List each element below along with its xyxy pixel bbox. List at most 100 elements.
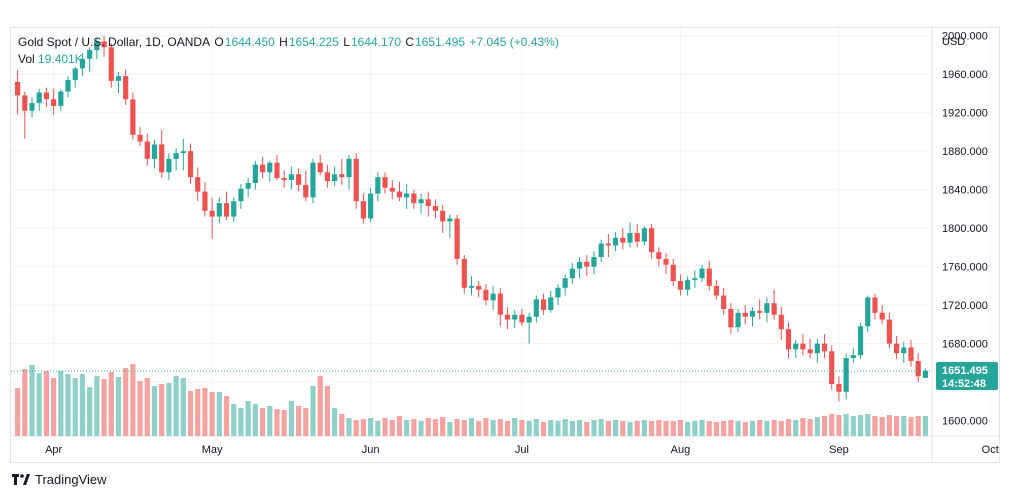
candle-body[interactable] (685, 280, 691, 290)
candle-body[interactable] (677, 281, 684, 290)
candle-body[interactable] (922, 371, 928, 378)
candle-body[interactable] (843, 358, 849, 392)
candle-body[interactable] (483, 289, 489, 301)
candle-body[interactable] (742, 312, 748, 317)
candle-body[interactable] (425, 199, 431, 207)
candle-body[interactable] (656, 252, 662, 259)
candle-body[interactable] (692, 278, 698, 281)
candle-body[interactable] (879, 312, 885, 320)
candle-body[interactable] (231, 201, 237, 217)
candle-body[interactable] (468, 285, 475, 288)
candle-body[interactable] (728, 308, 734, 328)
candle-body[interactable] (368, 193, 374, 219)
candle-body[interactable] (411, 193, 417, 204)
candle-body[interactable] (713, 285, 720, 296)
candle-body[interactable] (144, 141, 150, 159)
candle-body[interactable] (223, 203, 230, 217)
candle-body[interactable] (382, 177, 388, 188)
candle-body[interactable] (267, 162, 273, 173)
candle-body[interactable] (130, 99, 136, 135)
candle-body[interactable] (576, 261, 583, 269)
candle-body[interactable] (454, 218, 460, 259)
candle-body[interactable] (548, 297, 554, 310)
candle-body[interactable] (476, 285, 482, 290)
candle-body[interactable] (159, 144, 165, 173)
candle-body[interactable] (137, 134, 143, 142)
candle-body[interactable] (663, 258, 669, 265)
candle-body[interactable] (22, 95, 28, 111)
candle-body[interactable] (195, 177, 201, 192)
candle-body[interactable] (43, 92, 50, 100)
candle-body[interactable] (836, 384, 842, 392)
candle-body[interactable] (627, 232, 633, 243)
candle-body[interactable] (605, 243, 611, 246)
candle-body[interactable] (829, 351, 835, 385)
candle-body[interactable] (396, 191, 403, 198)
candle-body[interactable] (519, 314, 525, 323)
candle-body[interactable] (115, 76, 122, 81)
candle-body[interactable] (893, 343, 900, 354)
candle-body[interactable] (814, 343, 820, 354)
candle-body[interactable] (317, 162, 323, 173)
tradingview-footer[interactable]: TradingView (12, 472, 107, 487)
candle-body[interactable] (346, 158, 352, 178)
candle-body[interactable] (821, 343, 828, 352)
candle-body[interactable] (865, 297, 871, 327)
candle-body[interactable] (504, 314, 511, 320)
candle-body[interactable] (562, 278, 568, 288)
candle-body[interactable] (901, 347, 907, 354)
candle-body[interactable] (101, 41, 107, 48)
candle-body[interactable] (569, 268, 575, 279)
candle-body[interactable] (721, 295, 727, 309)
candle-body[interactable] (332, 174, 338, 181)
candle-body[interactable] (634, 232, 640, 242)
candle-body[interactable] (29, 103, 35, 111)
candle-body[interactable] (908, 347, 914, 361)
candle-body[interactable] (295, 174, 302, 185)
candle-body[interactable] (807, 349, 813, 354)
candle-body[interactable] (555, 287, 561, 298)
candle-body[interactable] (216, 203, 222, 217)
candle-body[interactable] (303, 184, 309, 198)
candle-body[interactable] (310, 162, 316, 198)
candle-body[interactable] (259, 164, 266, 173)
candle-body[interactable] (281, 178, 287, 181)
candle-body[interactable] (375, 177, 381, 194)
candle-body[interactable] (72, 68, 78, 80)
candle-body[interactable] (339, 174, 345, 178)
candle-body[interactable] (591, 257, 597, 267)
currency-label[interactable]: USD (942, 36, 965, 48)
candle-body[interactable] (800, 343, 806, 350)
candle-body[interactable] (274, 162, 280, 179)
candle-body[interactable] (15, 81, 21, 96)
candle-body[interactable] (418, 199, 424, 204)
candle-body[interactable] (641, 228, 648, 242)
candle-body[interactable] (706, 268, 712, 286)
candle-body[interactable] (915, 360, 921, 377)
candle-body[interactable] (670, 264, 676, 282)
candle-body[interactable] (771, 303, 777, 315)
candle-body[interactable] (857, 326, 864, 356)
candle-body[interactable] (461, 258, 467, 288)
symbol-title[interactable]: Gold Spot / U.S. Dollar, 1D, OANDA (18, 35, 211, 49)
candle-body[interactable] (94, 41, 100, 51)
candle-body[interactable] (447, 218, 453, 222)
candle-body[interactable] (202, 191, 208, 211)
candle-body[interactable] (620, 237, 626, 243)
candle-body[interactable] (872, 297, 878, 313)
candle-body[interactable] (649, 228, 655, 253)
candle-body[interactable] (180, 151, 186, 154)
candle-body[interactable] (173, 153, 179, 159)
candle-body[interactable] (540, 299, 547, 310)
candle-body[interactable] (793, 343, 799, 350)
candle-body[interactable] (440, 210, 446, 222)
candle-body[interactable] (288, 174, 294, 181)
candle-body[interactable] (598, 243, 604, 258)
candle-body[interactable] (209, 210, 215, 217)
candle-body[interactable] (584, 261, 590, 267)
candle-body[interactable] (360, 201, 367, 219)
candle-body[interactable] (749, 310, 756, 317)
candle-body[interactable] (108, 47, 114, 81)
candle-body[interactable] (490, 293, 496, 301)
